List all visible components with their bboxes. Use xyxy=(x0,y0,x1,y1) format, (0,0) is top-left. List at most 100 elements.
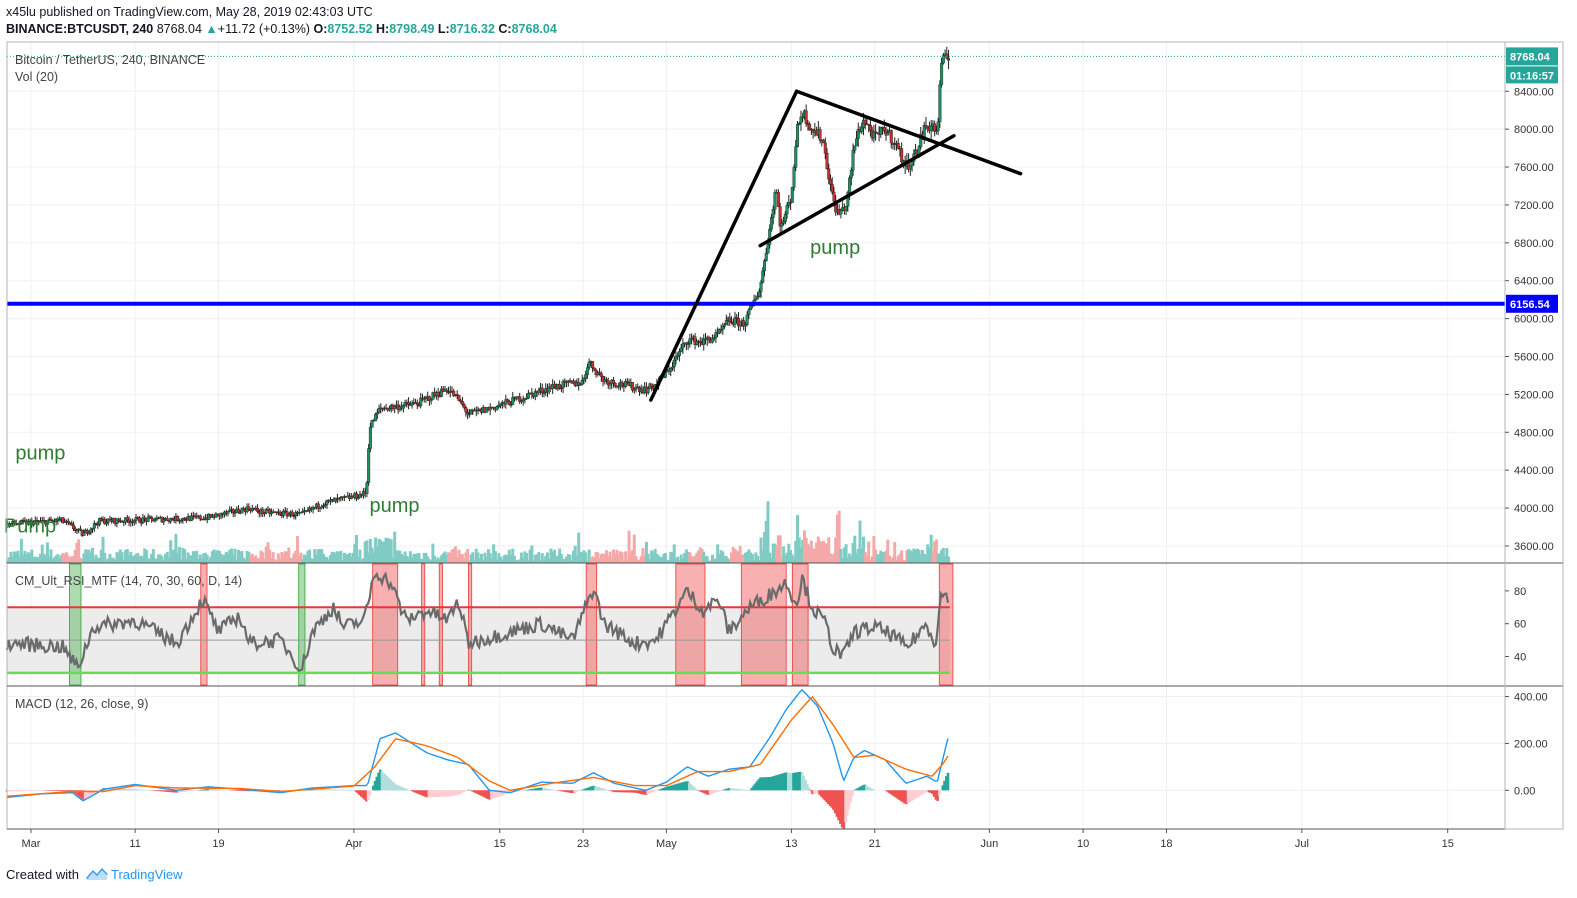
volume-bar xyxy=(664,553,668,563)
candle-body xyxy=(825,153,829,169)
macd-hist-bar xyxy=(483,790,486,798)
macd-hist-bar xyxy=(700,790,703,793)
candle-body xyxy=(728,317,732,322)
macd-hist-bar xyxy=(727,788,731,791)
macd-hist-bar xyxy=(444,790,448,797)
price-tick-label: 7600.00 xyxy=(1514,162,1554,174)
macd-hist-bar xyxy=(384,774,387,791)
macd-hist-bar xyxy=(497,790,500,797)
candle-body xyxy=(794,146,798,168)
candle-body xyxy=(747,309,751,316)
macd-hist-bar xyxy=(328,789,332,791)
macd-hist-bar xyxy=(922,790,926,794)
macd-hist-bar xyxy=(858,787,861,791)
macd-hist-bar xyxy=(804,779,807,791)
candle-body xyxy=(756,296,760,300)
volume-bar xyxy=(922,553,926,563)
candle-body xyxy=(625,381,629,383)
volume-bar xyxy=(144,550,148,563)
macd-hist-bar xyxy=(533,788,537,791)
volume-bar xyxy=(764,520,768,563)
macd-hist-bar xyxy=(64,790,68,792)
volume-bar xyxy=(61,552,65,563)
macd-hist-bar xyxy=(175,790,179,793)
tradingview-logo-text[interactable]: TradingView xyxy=(111,867,183,882)
macd-hist-bar xyxy=(767,777,771,791)
macd-hist-bar xyxy=(661,788,665,791)
macd-hist-bar xyxy=(61,790,64,792)
candle-body xyxy=(410,403,414,406)
macd-hist-bar xyxy=(21,790,24,792)
candle-body xyxy=(552,384,556,388)
macd-hist-bar xyxy=(917,790,920,797)
volume-bar xyxy=(26,552,30,563)
macd-hist-bar xyxy=(642,790,646,795)
volume-bar xyxy=(794,540,798,563)
volume-bar xyxy=(478,558,482,563)
volume-bar xyxy=(387,538,391,563)
volume-bar xyxy=(530,545,534,563)
volume-bar xyxy=(702,551,706,563)
macd-hist-bar xyxy=(943,780,946,791)
rsi-overbought-zone xyxy=(372,563,399,686)
volume-bar xyxy=(855,553,859,563)
macd-hist-bar xyxy=(754,783,757,791)
candle-body xyxy=(466,411,470,415)
candle-body xyxy=(674,356,678,361)
volume-bar xyxy=(903,560,907,563)
trendline xyxy=(794,89,1023,176)
macd-hist-bar xyxy=(319,789,323,791)
macd-hist-bar xyxy=(632,790,636,793)
volume-bar xyxy=(947,556,951,563)
macd-hist-bar xyxy=(826,790,830,804)
macd-hist-bar xyxy=(502,790,505,795)
volume-bar xyxy=(221,555,225,563)
candle-body xyxy=(669,368,673,372)
volume-bar xyxy=(361,558,365,563)
volume-bar xyxy=(306,551,310,563)
candle-body xyxy=(679,347,683,352)
macd-hist-bar xyxy=(488,790,491,800)
macd-hist-bar xyxy=(813,790,816,794)
author-name[interactable]: x45lu xyxy=(6,5,36,19)
macd-hist-bar xyxy=(82,790,85,800)
macd-hist-bar xyxy=(182,790,186,792)
macd-hist-bar xyxy=(415,790,419,794)
macd-hist-bar xyxy=(564,790,568,793)
candle-body xyxy=(537,390,541,393)
candle-body xyxy=(445,389,449,392)
volume-bar xyxy=(70,556,74,563)
volume-bar xyxy=(891,556,895,563)
macd-hist-bar xyxy=(380,771,384,791)
volume-bars xyxy=(6,501,951,563)
volume-bar xyxy=(519,552,523,563)
macd-hist-bar xyxy=(774,775,778,791)
candle-body xyxy=(585,367,589,375)
macd-hist-bar xyxy=(238,790,241,792)
macd-hist-bar xyxy=(766,777,769,791)
publication-line: x45lu published on TradingView.com, May … xyxy=(6,5,373,19)
volume-bar xyxy=(349,556,353,563)
volume-bar xyxy=(127,555,131,563)
candle-body xyxy=(375,412,379,415)
candle-body xyxy=(757,291,761,297)
volume-bar xyxy=(327,559,331,563)
volume-bar xyxy=(914,550,918,563)
tradingview-logo-icon[interactable] xyxy=(85,867,108,881)
macd-hist-bar xyxy=(793,772,797,791)
macd-hist-bar xyxy=(188,790,191,792)
volume-bar xyxy=(304,555,308,563)
macd-hist-bar xyxy=(707,790,710,795)
volume-bar xyxy=(908,550,912,563)
volume-bar xyxy=(207,559,211,563)
volume-bar xyxy=(405,556,409,563)
macd-hist-bar xyxy=(896,790,899,799)
macd-tick-label: 200.00 xyxy=(1514,738,1548,750)
volume-bar xyxy=(408,551,412,563)
macd-hist-bar xyxy=(910,790,913,802)
volume-bar xyxy=(375,546,379,563)
volume-bar xyxy=(226,552,230,563)
candle-body xyxy=(681,343,685,349)
volume-bar xyxy=(250,553,254,563)
